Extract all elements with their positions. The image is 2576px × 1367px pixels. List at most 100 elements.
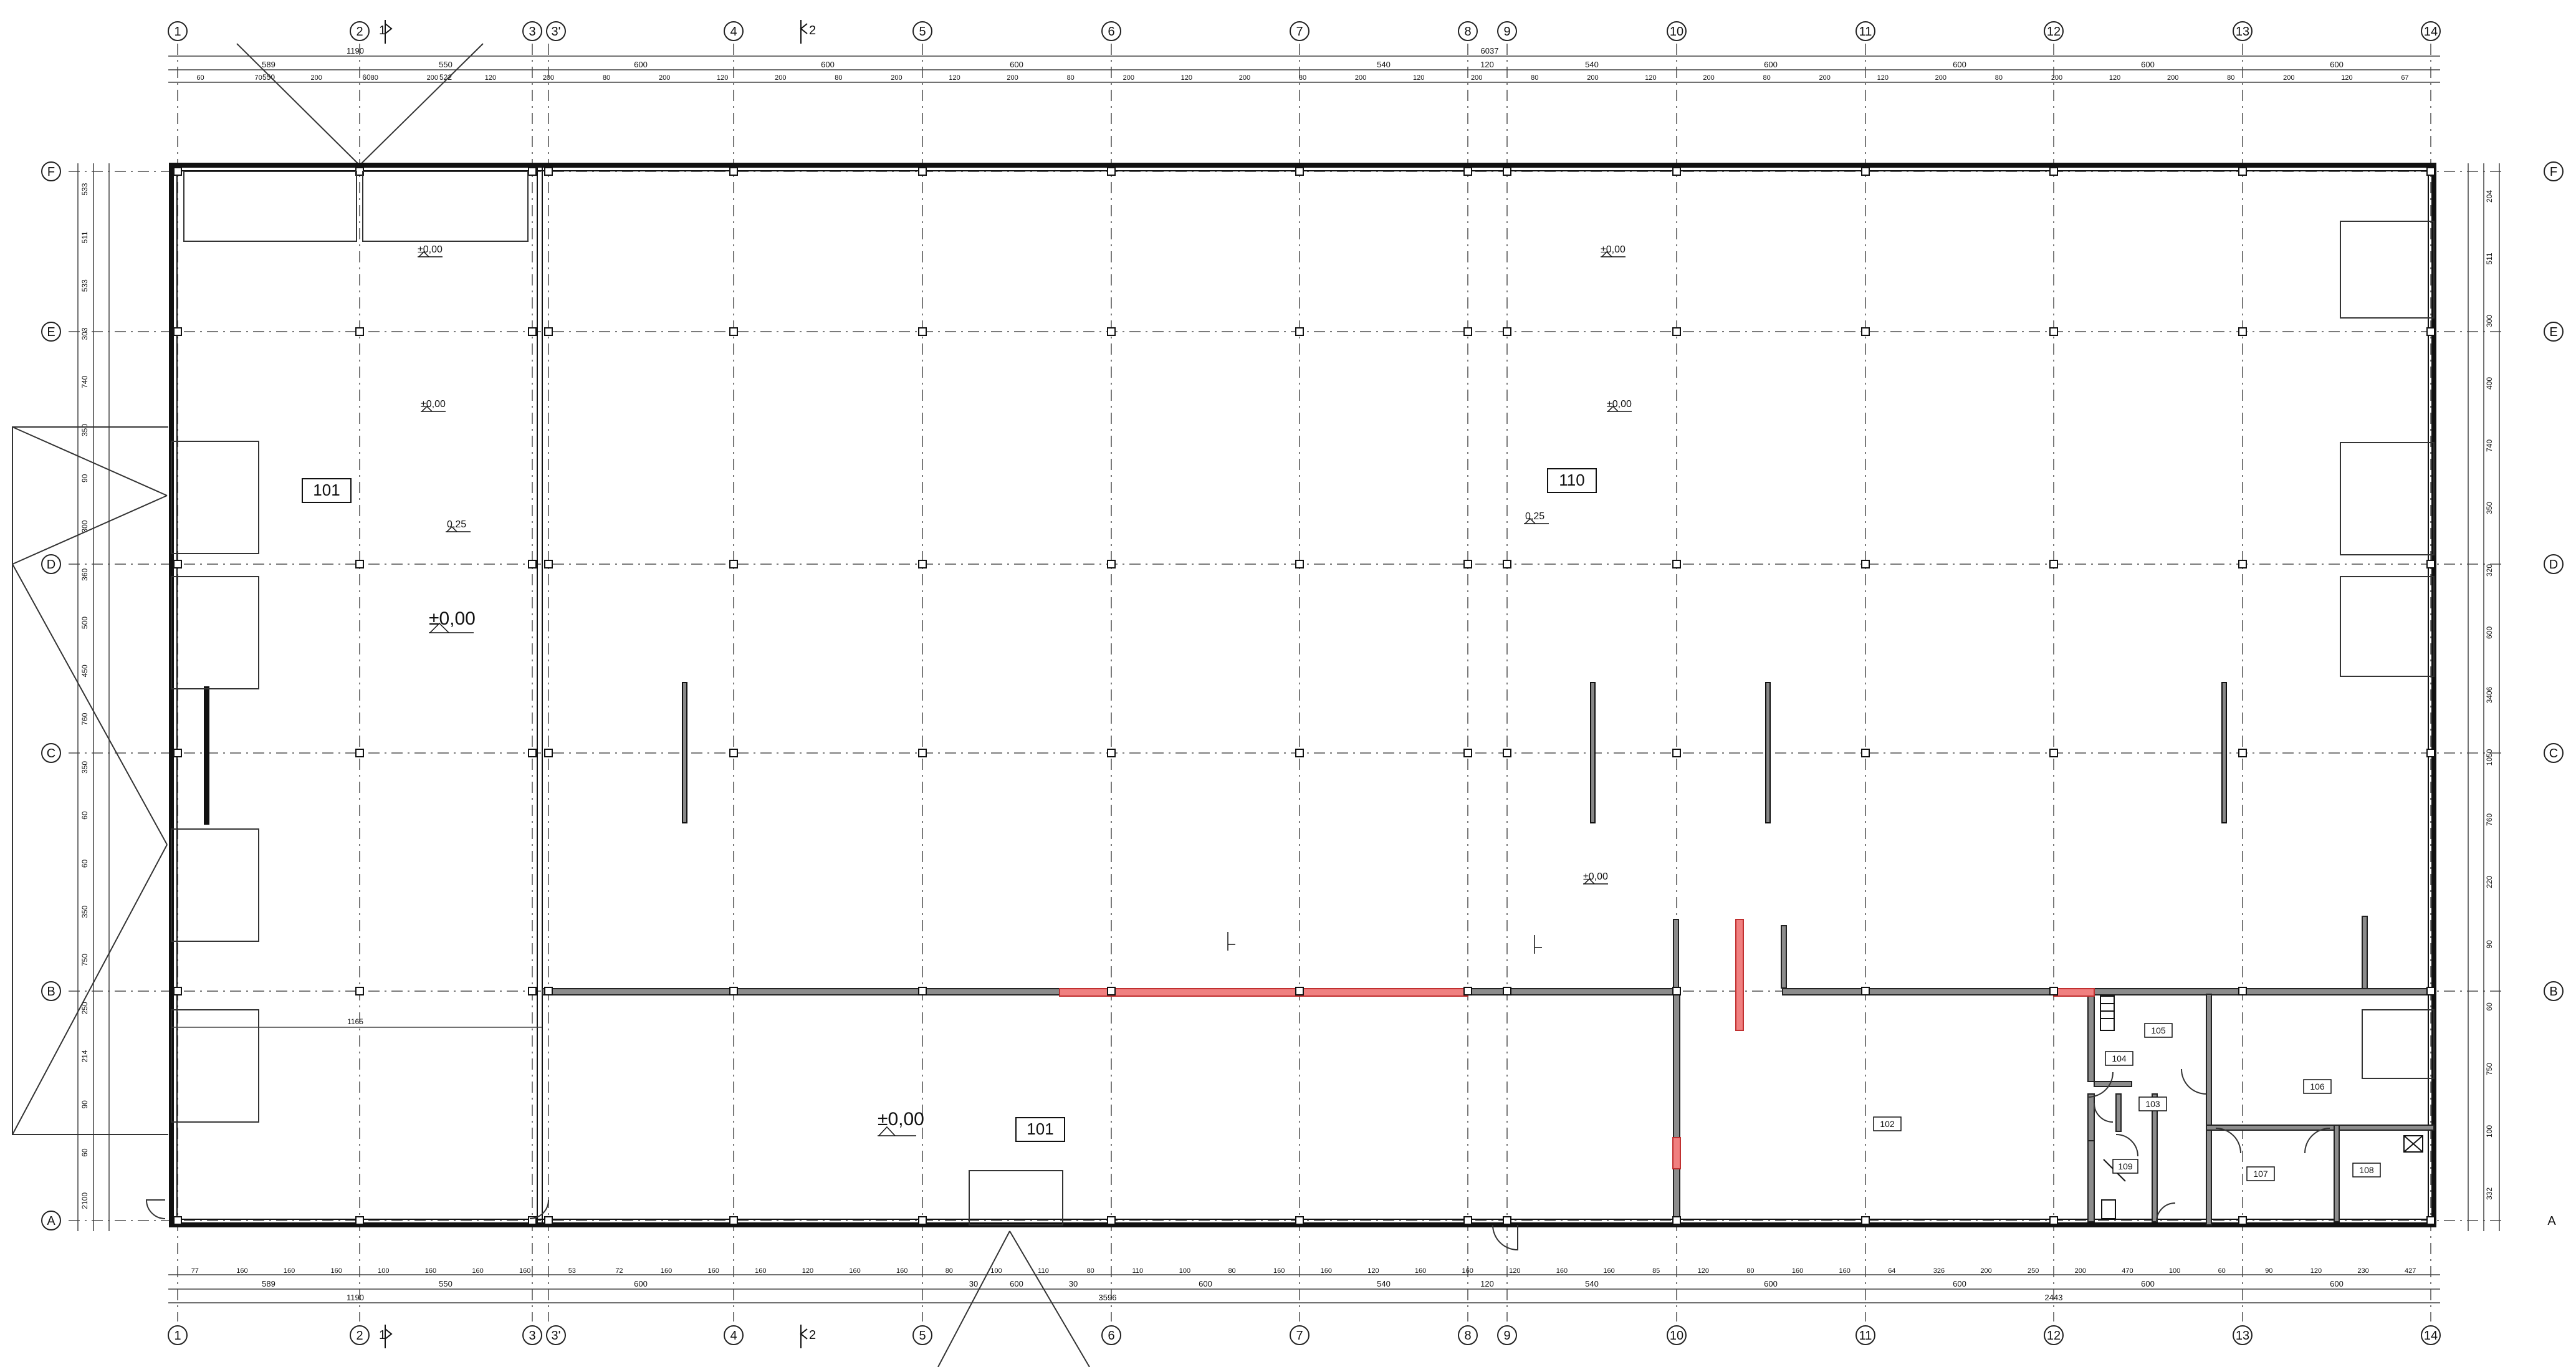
dim-text: 600 [2330,1279,2344,1288]
dim-text: 72 [615,1267,623,1275]
dim-text: 200 [1980,1267,1991,1275]
level-text-large: ±0,00 [878,1109,924,1130]
dim-text: 110 [1132,1267,1144,1275]
dim-text: 100 [378,1267,389,1275]
column [1673,1217,1680,1224]
dim-text: 64 [1888,1267,1895,1275]
axis-label-D: D [47,558,55,572]
dim-text: 220 [2485,876,2494,888]
axis-label-E-right: E [2549,325,2557,339]
column [2427,1217,2435,1224]
room-label-105: 105 [2151,1025,2166,1035]
dim-text: 160 [425,1267,436,1275]
dim-text: 600 [634,60,648,69]
room-label-102: 102 [1880,1119,1895,1129]
column [2239,560,2246,568]
column [1108,1217,1115,1224]
level-text-large: ±0,00 [429,608,476,629]
dim-text: 3406 [2485,686,2494,703]
axis-label-10: 10 [1670,25,1683,39]
dim-text: 120 [1509,1267,1520,1275]
room-numbers: 101 110 101 102 103 104 105 106 107 108 … [313,471,2374,1179]
dim-text: 110 [1038,1267,1049,1275]
axis-label-10-bottom: 10 [1670,1329,1683,1343]
axis-label-2: 2 [356,25,363,39]
axis-label-A: A [47,1214,55,1228]
dim-text: 120 [1181,74,1192,82]
dim-text: 740 [2485,439,2494,452]
dim-text: 600 [1199,1279,1212,1288]
dim-text: 230 [2357,1267,2368,1275]
dim-text: 160 [1415,1267,1426,1275]
axis-label-3-bottom: 3 [529,1329,535,1343]
dim-text: 80 [2227,74,2234,82]
dims-top-mid: 589 550 600 600 600 540 120 540 600 600 … [262,60,2344,69]
left-wall-openings [171,171,528,1122]
level-text: ±0,00 [421,399,446,410]
dim-text: 200 [775,74,786,82]
dim-text: 600 [1764,1279,1778,1288]
dim-text: 80 [835,74,842,82]
dim-text: 80 [371,74,378,82]
dim-text: 80 [1763,74,1770,82]
axis-label-1-bottom: 1 [174,1329,181,1343]
dim-text: 214 [80,1050,89,1062]
column [2427,987,2435,995]
dim-text: 160 [1603,1267,1614,1275]
dim-text: 160 [331,1267,342,1275]
axis-label-B-right: B [2549,985,2557,999]
column [2050,749,2057,757]
axis-label-C-right: C [2549,747,2558,760]
section-mark-1-label: 1 [379,24,386,37]
dim-text: 427 [2405,1267,2416,1275]
dim-text: 540 [1585,1279,1599,1288]
axis-label-3prime: 3' [552,25,561,39]
dim-text: 60 [196,74,204,82]
column [1296,987,1303,995]
dim-text: 200 [1703,74,1714,82]
left-canopy-outline [12,427,168,1134]
column [1673,749,1680,757]
axis-label-11-bottom: 11 [1859,1329,1872,1343]
dim-text: 200 [1239,74,1250,82]
dim-text: 500 [80,616,89,629]
dim-text: 589 [262,60,275,69]
dim-text: 600 [1953,1279,1966,1288]
dim-text: 600 [1953,60,1966,69]
dim-text: 30 [969,1279,978,1288]
dim-text: 2100 [80,1192,89,1209]
dim-text: 120 [1480,60,1494,69]
grid-axis-bubbles-right [2544,162,2563,1000]
level-marker-symbols [418,252,1632,1136]
column [919,328,926,335]
grid-axis-bubbles-bottom [168,1326,2440,1345]
dim-text: 100 [2485,1125,2494,1138]
column [2239,1217,2246,1224]
column [730,1217,737,1224]
dim-text: 120 [802,1267,813,1275]
axis-label-5: 5 [919,25,926,39]
column [1862,328,1869,335]
dim-text: 350 [80,905,89,918]
dim-text: 60 [362,73,371,82]
column [529,987,536,995]
dim-text: 80 [1067,74,1075,82]
dim-text: 550 [439,60,452,69]
column [1108,560,1115,568]
column [356,560,363,568]
axis-label-7: 7 [1296,25,1303,39]
column [1464,328,1472,335]
dims-right: 2045113004007403503206003406105076022090… [2485,190,2494,1200]
axis-label-8-bottom: 8 [1464,1329,1471,1343]
dim-text: 120 [485,74,496,82]
room-label-110: 110 [1559,471,1584,489]
room-labels [302,469,2380,1181]
dim-text: 60 [2218,1267,2226,1275]
dimension-lines [78,56,2499,1303]
dim-text: 77 [191,1267,199,1275]
dim-text: 120 [2109,74,2120,82]
column [1464,1217,1472,1224]
dim-text: 533 [80,279,89,292]
dim-text: 67 [2401,74,2408,82]
dim-text: 80 [1746,1267,1754,1275]
